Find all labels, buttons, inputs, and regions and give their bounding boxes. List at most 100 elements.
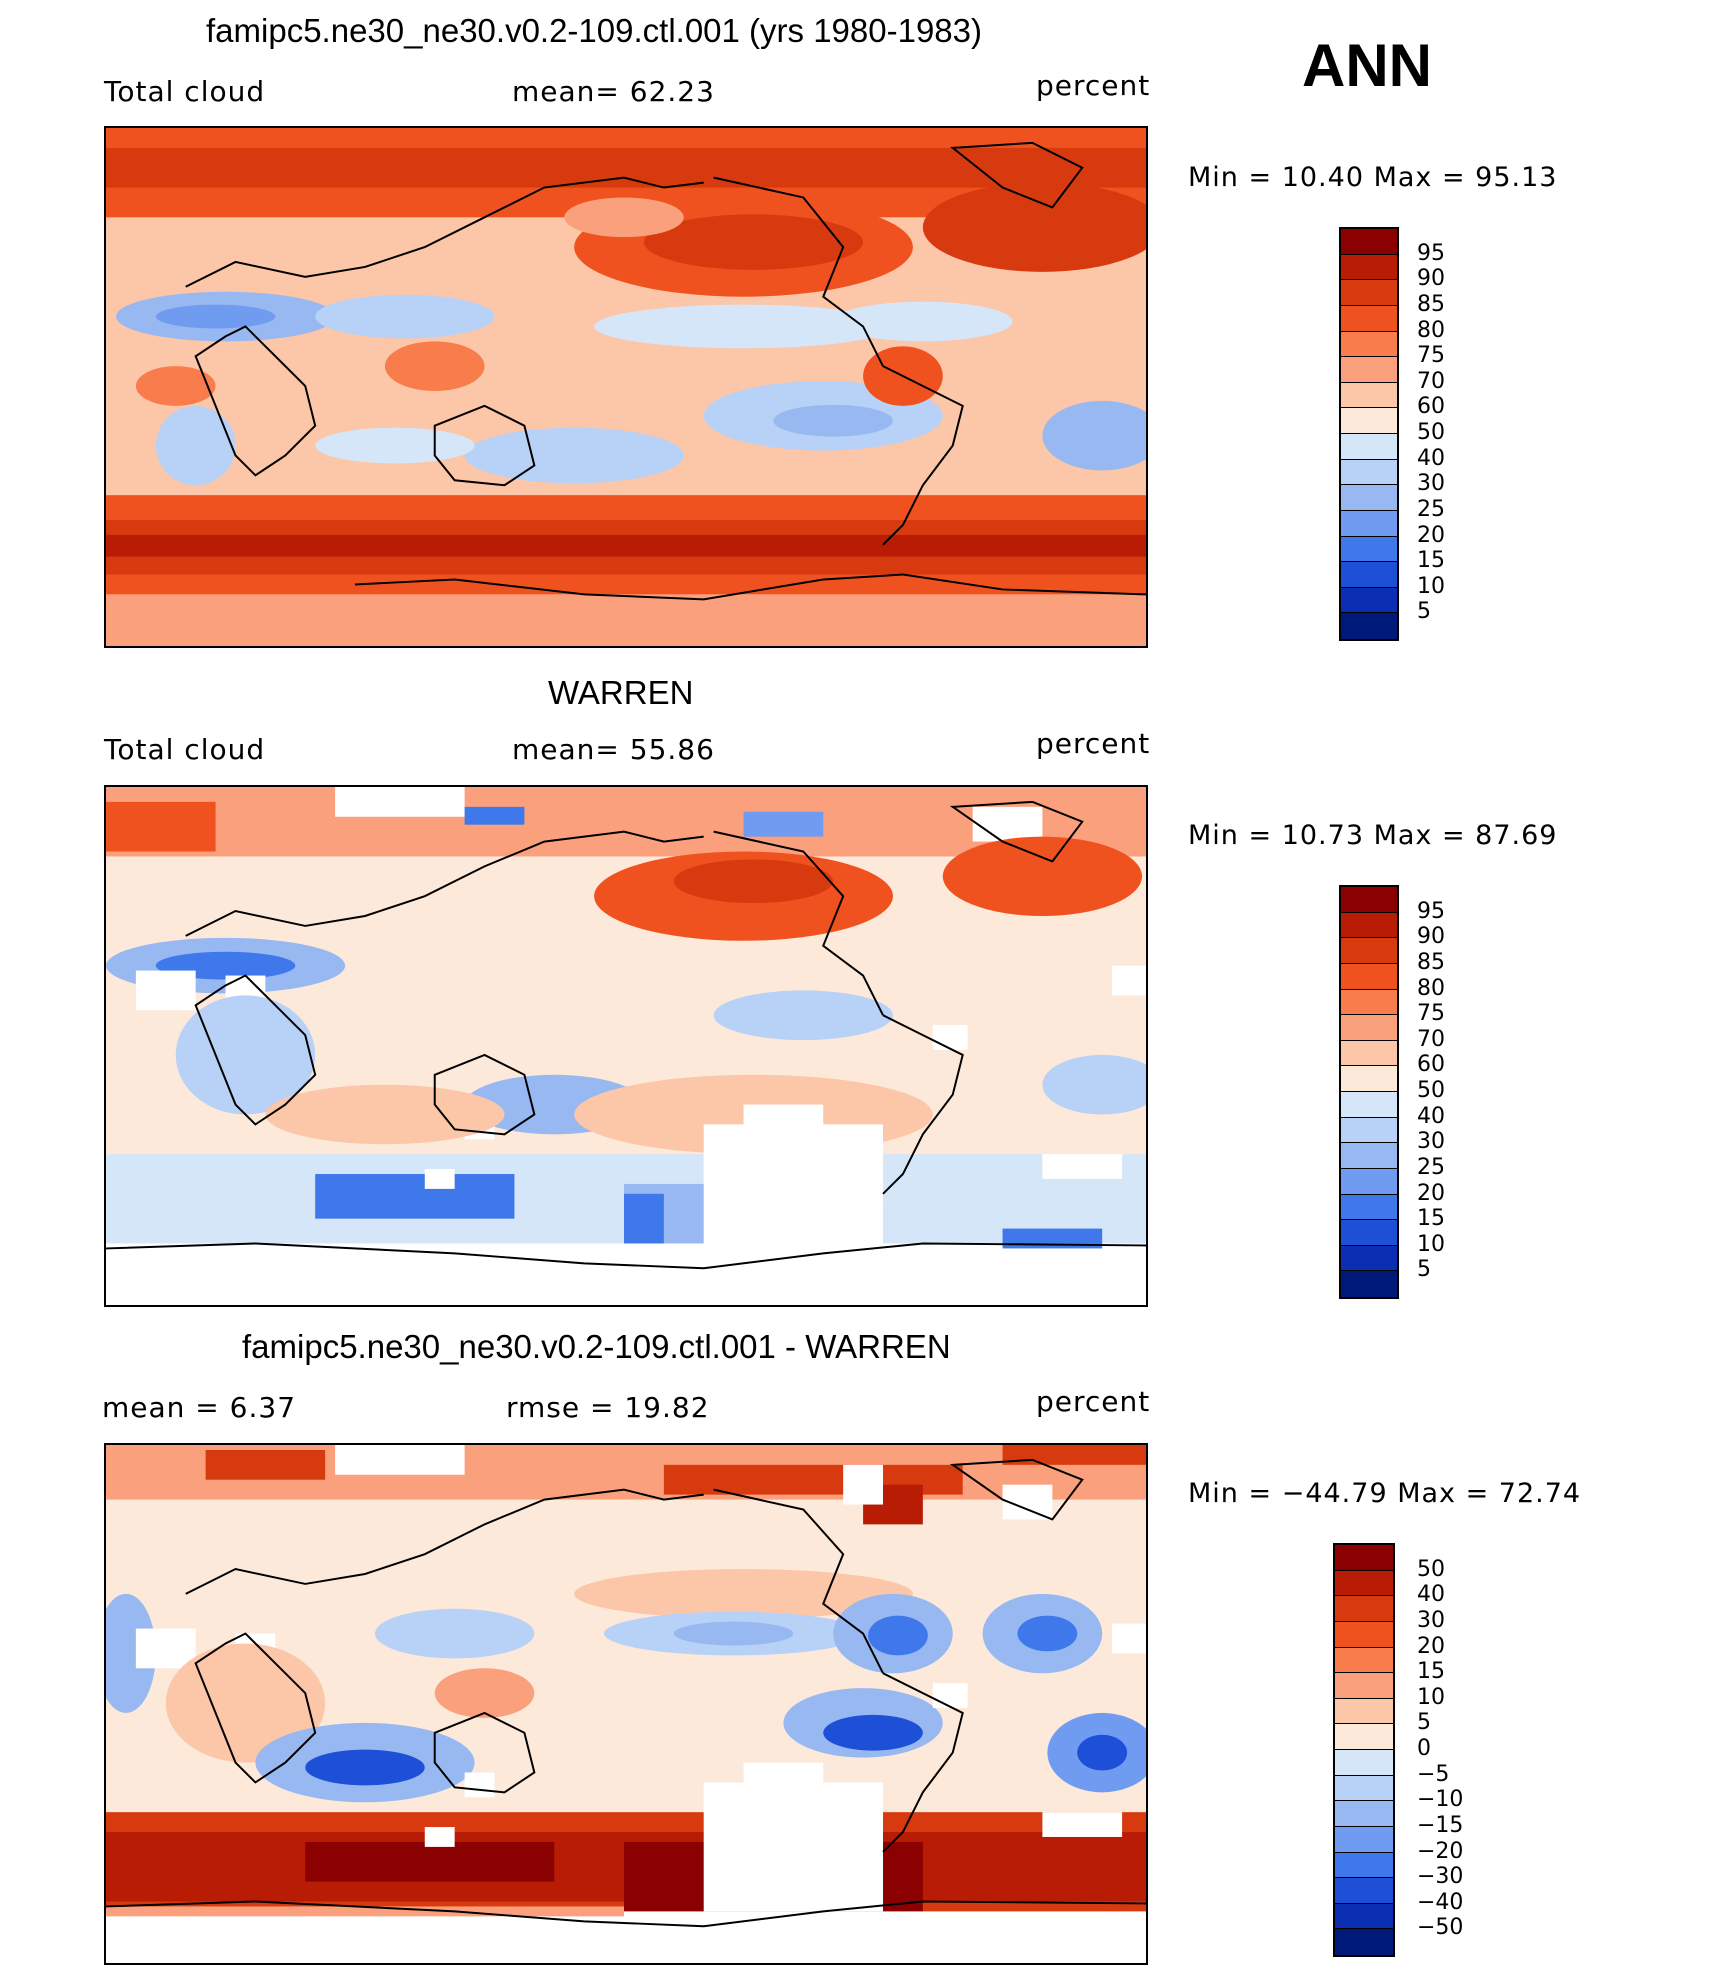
colorbar-swatch <box>1335 1673 1393 1699</box>
colorbar-tick-label: 60 <box>1417 394 1445 420</box>
panel3-map <box>104 1443 1148 1965</box>
colorbar-swatch <box>1341 1040 1397 1067</box>
colorbar-swatch <box>1341 485 1397 511</box>
colorbar-tick-label: 75 <box>1417 343 1445 369</box>
colorbar-tick-label: 50 <box>1417 1078 1445 1103</box>
colorbar-tick-label: −50 <box>1417 1915 1464 1941</box>
colorbar-tick-label: −5 <box>1417 1761 1450 1787</box>
colorbar-tick-label: 5 <box>1417 599 1431 625</box>
panel2-units-label: percent <box>1036 727 1151 760</box>
colorbar-tick-label: 70 <box>1417 1026 1445 1052</box>
panel3-units-label: percent <box>1036 1385 1151 1418</box>
colorbar-swatch <box>1335 1852 1393 1879</box>
panel3-mean-label: mean = 6.37 <box>102 1391 297 1424</box>
colorbar-swatch <box>1341 1066 1397 1092</box>
colorbar-tick-label: 25 <box>1417 1154 1445 1180</box>
colorbar-tick-label: 10 <box>1417 1231 1445 1257</box>
colorbar-tick-label: 20 <box>1417 1180 1445 1206</box>
colorbar-swatch <box>1341 434 1397 460</box>
colorbar-swatch <box>1335 1801 1393 1827</box>
colorbar-swatch <box>1341 1143 1397 1169</box>
colorbar-tick-label: 80 <box>1417 317 1445 343</box>
colorbar-tick-label: 75 <box>1417 1001 1445 1027</box>
colorbar-swatch <box>1335 1775 1393 1802</box>
colorbar-swatch <box>1341 408 1397 434</box>
colorbar-swatch <box>1341 229 1397 255</box>
colorbar-tick-label: 70 <box>1417 368 1445 394</box>
colorbar-swatch <box>1341 562 1397 588</box>
colorbar-swatch <box>1341 331 1397 358</box>
panel1-title: famipc5.ne30_ne30.v0.2-109.ctl.001 (yrs … <box>206 12 982 49</box>
colorbar-swatch <box>1335 1545 1393 1571</box>
colorbar-tick-label: 5 <box>1417 1257 1431 1283</box>
colorbar-swatch <box>1341 357 1397 383</box>
colorbar-tick-label: 60 <box>1417 1052 1445 1078</box>
colorbar-swatch <box>1341 1092 1397 1118</box>
colorbar-tick-label: 15 <box>1417 1659 1445 1685</box>
colorbar-tick-label: −40 <box>1417 1889 1464 1915</box>
colorbar-swatch <box>1341 912 1397 939</box>
colorbar-swatch <box>1335 1903 1393 1930</box>
colorbar-tick-label: 90 <box>1417 266 1445 292</box>
panel1-mean-label: mean= 62.23 <box>512 75 715 108</box>
colorbar-tick-label: 85 <box>1417 291 1445 317</box>
colorbar-swatch <box>1335 1698 1393 1725</box>
colorbar-swatch <box>1335 1750 1393 1776</box>
colorbar-tick-label: 10 <box>1417 1684 1445 1710</box>
colorbar-swatch <box>1341 587 1397 614</box>
colorbar-tick-label: 15 <box>1417 1206 1445 1232</box>
panel2-colorbar-ticks: 95 90 85 80 75 70 60 50 40 30 25 20 15 10 5 <box>1417 885 1477 1299</box>
colorbar-tick-label: 90 <box>1417 924 1445 950</box>
colorbar-tick-label: −30 <box>1417 1864 1464 1890</box>
colorbar-tick-label: 30 <box>1417 471 1445 497</box>
colorbar-swatch <box>1341 305 1397 332</box>
colorbar-swatch <box>1341 1245 1397 1272</box>
colorbar-swatch <box>1341 887 1397 913</box>
panel2-minmax: Min = 10.73 Max = 87.69 <box>1188 820 1558 851</box>
colorbar-tick-label: 95 <box>1417 898 1445 924</box>
colorbar-tick-label: 50 <box>1417 420 1445 445</box>
panel3-minmax: Min = −44.79 Max = 72.74 <box>1188 1478 1582 1509</box>
colorbar-swatch <box>1335 1570 1393 1597</box>
colorbar-tick-label: 80 <box>1417 975 1445 1001</box>
colorbar-swatch <box>1335 1621 1393 1648</box>
colorbar-swatch <box>1341 1194 1397 1221</box>
colorbar-swatch <box>1335 1826 1393 1853</box>
panel3-colorbar-ticks: 50 40 30 20 15 10 5 0 −5 −10 −15 −20 −30 −40 −50 <box>1417 1543 1487 1957</box>
colorbar-tick-label: 40 <box>1417 445 1445 471</box>
colorbar-tick-label: 25 <box>1417 496 1445 522</box>
panel2-colorbar-swatches <box>1339 885 1399 1299</box>
colorbar-tick-label: −20 <box>1417 1838 1464 1864</box>
colorbar-swatch <box>1341 1271 1397 1297</box>
colorbar-tick-label: 20 <box>1417 522 1445 548</box>
colorbar-swatch <box>1341 963 1397 990</box>
colorbar-tick-label: −15 <box>1417 1812 1464 1838</box>
colorbar-tick-label: 15 <box>1417 548 1445 574</box>
colorbar-swatch <box>1335 1647 1393 1674</box>
colorbar-swatch <box>1341 1015 1397 1041</box>
panel2-mean-label: mean= 55.86 <box>512 733 715 766</box>
panel1-colorbar-swatches <box>1339 227 1399 641</box>
panel1-minmax: Min = 10.40 Max = 95.13 <box>1188 162 1558 193</box>
panel3-rmse-label: rmse = 19.82 <box>506 1391 710 1424</box>
colorbar-tick-label: 40 <box>1417 1582 1445 1608</box>
colorbar-swatch <box>1341 510 1397 537</box>
colorbar-swatch <box>1341 613 1397 639</box>
colorbar-tick-label: 85 <box>1417 949 1445 975</box>
colorbar-tick-label: 20 <box>1417 1633 1445 1659</box>
colorbar-swatch <box>1341 938 1397 964</box>
colorbar-tick-label: 95 <box>1417 240 1445 266</box>
colorbar-tick-label: 5 <box>1417 1710 1431 1736</box>
colorbar-tick-label: 0 <box>1417 1736 1431 1761</box>
season-label: ANN <box>1302 32 1432 99</box>
colorbar-swatch <box>1341 1220 1397 1246</box>
colorbar-tick-label: 50 <box>1417 1556 1445 1582</box>
colorbar-swatch <box>1335 1724 1393 1750</box>
panel1-map <box>104 126 1148 648</box>
colorbar-swatch <box>1341 459 1397 486</box>
colorbar-swatch <box>1341 382 1397 409</box>
colorbar-swatch <box>1341 536 1397 563</box>
colorbar-swatch <box>1335 1929 1393 1955</box>
colorbar-swatch <box>1341 1117 1397 1144</box>
panel1-colorbar-ticks: 95 90 85 80 75 70 60 50 40 30 25 20 15 10 5 <box>1417 227 1477 641</box>
